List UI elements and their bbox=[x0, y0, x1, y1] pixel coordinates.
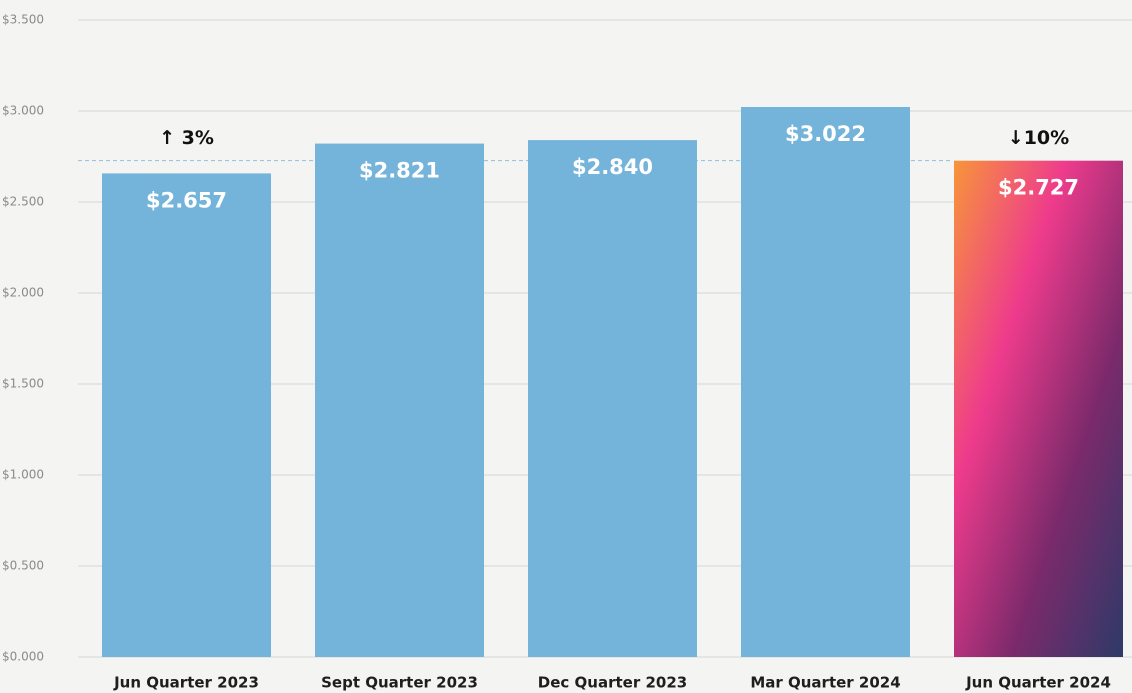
y-tick-label: $2.000 bbox=[2, 286, 44, 300]
bar bbox=[315, 143, 484, 657]
y-tick-label: $1.000 bbox=[2, 468, 44, 482]
y-tick-label: $3.000 bbox=[2, 104, 44, 118]
bar bbox=[741, 106, 910, 658]
value-label: $2.727 bbox=[998, 176, 1079, 200]
value-label: $2.821 bbox=[359, 159, 440, 183]
annotation: ↑ 3% bbox=[159, 127, 214, 149]
value-label: $2.657 bbox=[146, 188, 227, 212]
y-tick-label: $1.500 bbox=[2, 377, 44, 391]
value-label: $2.840 bbox=[572, 155, 653, 179]
x-tick-label: Jun Quarter 2024 bbox=[965, 674, 1111, 692]
y-tick-label: $2.500 bbox=[2, 195, 44, 209]
y-tick-label: $3.500 bbox=[2, 13, 44, 27]
bar bbox=[954, 160, 1123, 657]
y-tick-label: $0.500 bbox=[2, 559, 44, 573]
annotation: ↓10% bbox=[1008, 127, 1069, 149]
value-label: $3.022 bbox=[785, 122, 866, 146]
x-tick-label: Mar Quarter 2024 bbox=[750, 674, 900, 692]
x-tick-label: Jun Quarter 2023 bbox=[113, 674, 259, 692]
bar bbox=[102, 173, 271, 657]
bar bbox=[528, 140, 697, 657]
x-tick-label: Sept Quarter 2023 bbox=[321, 674, 478, 692]
y-tick-label: $0.000 bbox=[2, 650, 44, 664]
x-tick-label: Dec Quarter 2023 bbox=[538, 674, 687, 692]
